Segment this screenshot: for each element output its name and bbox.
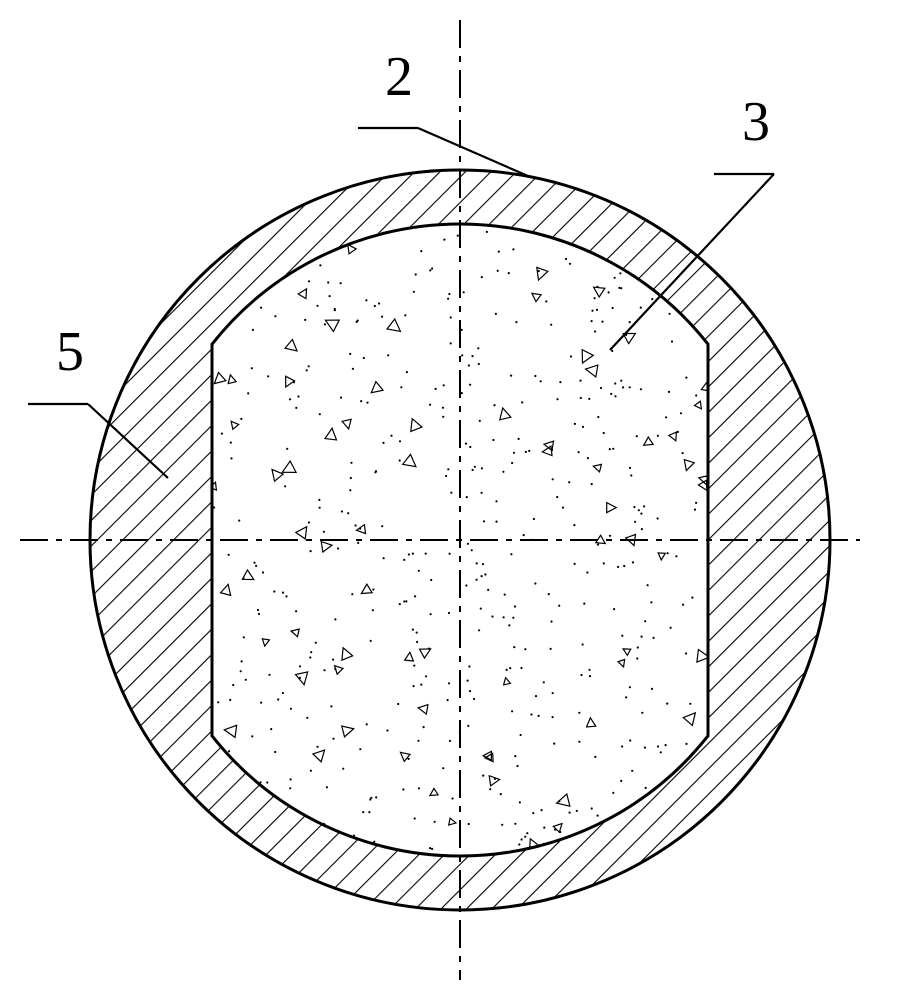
diagram-svg: 2 3 5 — [0, 0, 901, 1000]
callout-2: 2 — [358, 46, 528, 176]
callout-3-text: 3 — [742, 91, 770, 153]
callout-5-text: 5 — [56, 321, 84, 383]
callout-2-text: 2 — [385, 46, 413, 108]
figure-root: 2 3 5 — [0, 0, 901, 1000]
